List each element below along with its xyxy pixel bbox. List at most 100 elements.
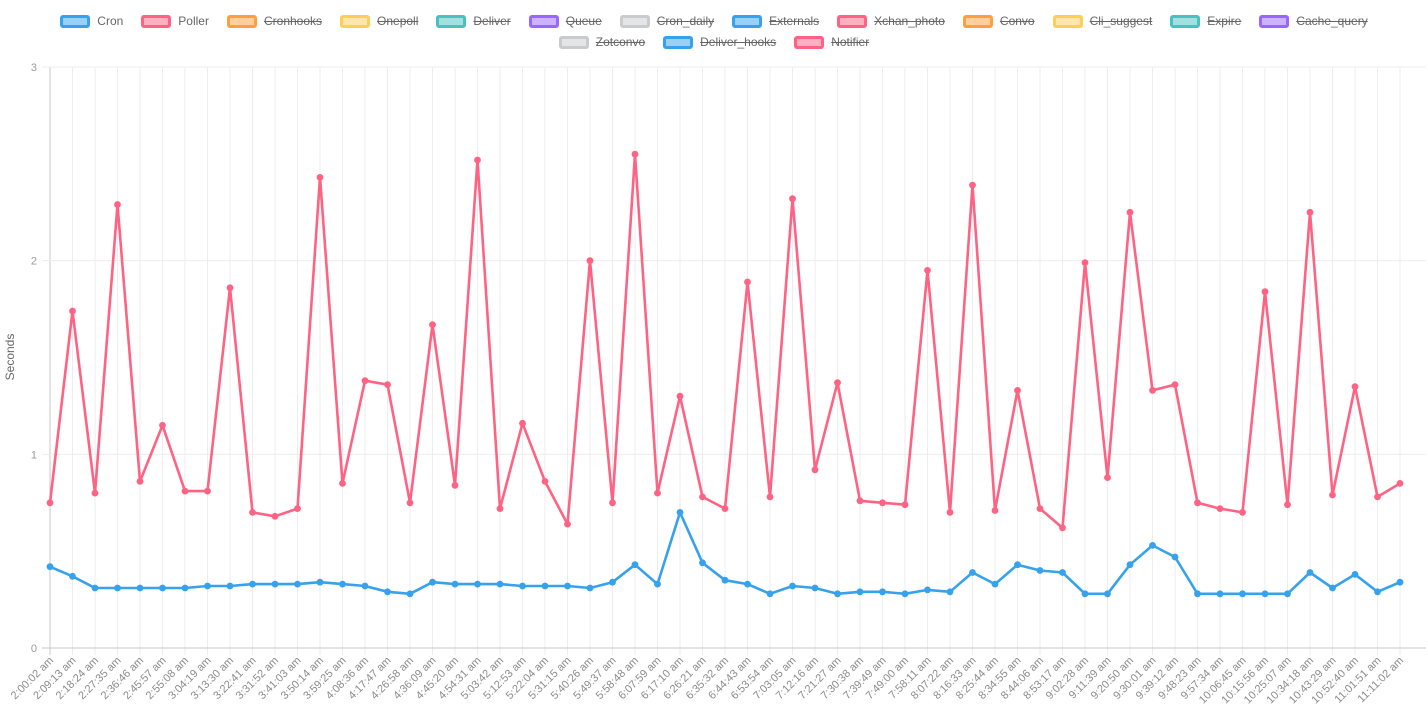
data-point[interactable]	[699, 559, 706, 567]
data-point[interactable]	[901, 501, 909, 509]
data-point[interactable]	[46, 499, 54, 507]
data-point[interactable]	[541, 582, 549, 590]
data-point[interactable]	[181, 584, 189, 592]
data-point[interactable]	[1059, 524, 1066, 532]
data-point[interactable]	[1104, 474, 1111, 481]
data-point[interactable]	[541, 478, 549, 485]
data-point[interactable]	[1261, 590, 1269, 598]
data-point[interactable]	[969, 181, 976, 189]
data-point[interactable]	[721, 505, 729, 512]
data-point[interactable]	[1194, 499, 1201, 507]
data-point[interactable]	[744, 580, 751, 588]
legend-item-onepoll[interactable]: Onepoll	[340, 14, 418, 28]
legend-item-notifier[interactable]: Notifier	[794, 35, 869, 49]
data-point[interactable]	[631, 150, 639, 158]
data-point[interactable]	[586, 257, 594, 265]
data-point[interactable]	[474, 580, 481, 588]
data-point[interactable]	[361, 377, 369, 385]
legend-item-zotconvo[interactable]: Zotconvo	[558, 35, 645, 49]
data-point[interactable]	[1149, 542, 1156, 549]
legend-item-cron_daily[interactable]: Cron_daily	[619, 14, 714, 28]
data-point[interactable]	[1239, 509, 1246, 516]
data-point[interactable]	[834, 590, 841, 598]
data-point[interactable]	[1126, 208, 1134, 216]
data-point[interactable]	[249, 580, 256, 588]
data-point[interactable]	[474, 156, 481, 164]
data-point[interactable]	[69, 307, 76, 315]
legend-item-poller[interactable]: Poller	[141, 14, 209, 28]
data-point[interactable]	[316, 174, 324, 181]
data-point[interactable]	[136, 584, 144, 592]
data-point[interactable]	[924, 586, 931, 594]
legend-item-deliver_hooks[interactable]: Deliver_hooks	[663, 35, 776, 49]
data-point[interactable]	[159, 584, 166, 592]
data-point[interactable]	[1329, 584, 1336, 592]
data-point[interactable]	[496, 505, 504, 512]
data-point[interactable]	[91, 584, 99, 592]
data-point[interactable]	[1126, 561, 1134, 569]
data-point[interactable]	[451, 580, 459, 588]
data-point[interactable]	[631, 561, 639, 569]
data-point[interactable]	[946, 588, 954, 596]
data-point[interactable]	[1329, 491, 1336, 499]
data-point[interactable]	[946, 509, 954, 516]
data-point[interactable]	[46, 563, 54, 571]
data-point[interactable]	[1081, 590, 1089, 598]
data-point[interactable]	[406, 590, 414, 598]
data-point[interactable]	[789, 582, 796, 590]
data-point[interactable]	[204, 487, 211, 495]
data-point[interactable]	[811, 584, 819, 592]
legend-item-queue[interactable]: Queue	[528, 14, 602, 28]
legend-item-deliver[interactable]: Deliver	[436, 14, 511, 28]
data-point[interactable]	[676, 509, 684, 516]
data-point[interactable]	[1014, 561, 1021, 569]
data-point[interactable]	[991, 580, 999, 588]
data-point[interactable]	[1216, 590, 1224, 598]
data-point[interactable]	[294, 580, 301, 588]
data-point[interactable]	[1036, 505, 1044, 512]
data-point[interactable]	[1351, 571, 1359, 578]
data-point[interactable]	[384, 381, 391, 388]
data-point[interactable]	[294, 505, 301, 512]
data-point[interactable]	[226, 582, 234, 590]
data-point[interactable]	[811, 466, 819, 474]
data-point[interactable]	[676, 392, 684, 400]
data-point[interactable]	[564, 582, 571, 590]
data-point[interactable]	[856, 588, 864, 596]
data-point[interactable]	[1081, 259, 1089, 266]
data-point[interactable]	[69, 572, 76, 580]
data-point[interactable]	[519, 419, 526, 427]
data-point[interactable]	[316, 578, 324, 586]
data-point[interactable]	[429, 321, 436, 328]
data-point[interactable]	[384, 588, 391, 596]
legend-item-cli_suggest[interactable]: Cli_suggest	[1052, 14, 1152, 28]
data-point[interactable]	[429, 578, 436, 586]
data-point[interactable]	[1374, 588, 1381, 596]
data-point[interactable]	[789, 195, 796, 203]
data-point[interactable]	[271, 512, 279, 520]
legend-item-cron[interactable]: Cron	[60, 14, 123, 28]
data-point[interactable]	[1104, 590, 1111, 598]
legend-item-xchan_photo[interactable]: Xchan_photo	[837, 14, 945, 28]
data-point[interactable]	[654, 580, 661, 588]
data-point[interactable]	[114, 201, 121, 208]
data-point[interactable]	[406, 499, 414, 507]
data-point[interactable]	[609, 499, 616, 507]
data-point[interactable]	[1284, 501, 1291, 509]
data-point[interactable]	[519, 582, 526, 590]
data-point[interactable]	[766, 590, 774, 598]
data-point[interactable]	[1374, 493, 1381, 501]
data-point[interactable]	[586, 584, 594, 592]
data-point[interactable]	[744, 278, 751, 286]
legend-item-cache_query[interactable]: Cache_query	[1259, 14, 1368, 28]
data-point[interactable]	[159, 421, 166, 429]
data-point[interactable]	[879, 588, 886, 596]
data-point[interactable]	[226, 284, 234, 292]
data-point[interactable]	[361, 582, 369, 590]
data-point[interactable]	[1036, 567, 1044, 574]
data-point[interactable]	[1239, 590, 1246, 598]
data-point[interactable]	[1306, 569, 1314, 576]
data-point[interactable]	[609, 578, 616, 586]
data-point[interactable]	[1261, 288, 1269, 296]
